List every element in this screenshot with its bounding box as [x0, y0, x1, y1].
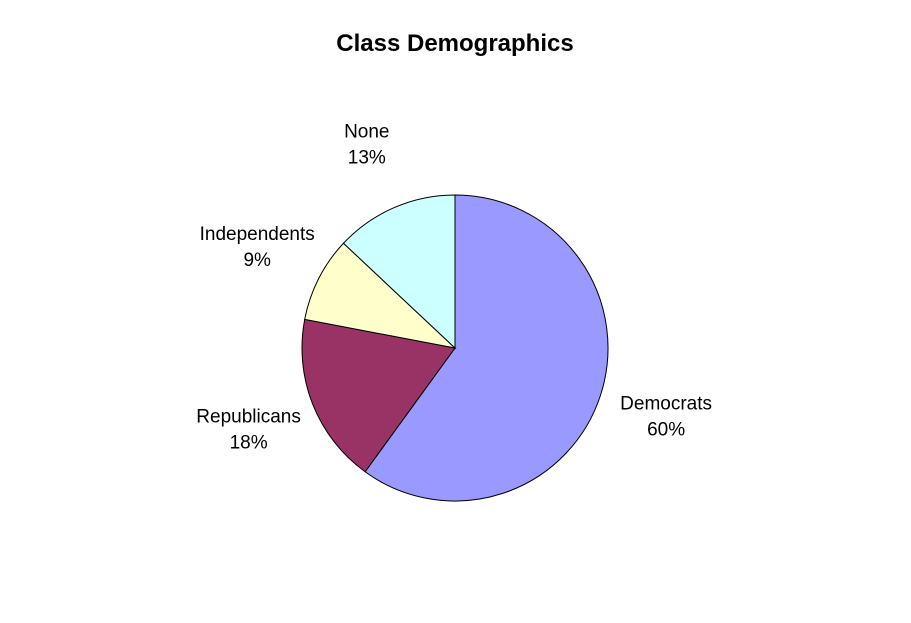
- slice-label-none: None 13%: [344, 121, 389, 168]
- slice-label-percent: 60%: [647, 420, 685, 441]
- chart-title: Class Demographics: [336, 30, 573, 57]
- slice-label-percent: 18%: [230, 433, 268, 454]
- slice-label-democrats: Democrats 60%: [620, 394, 712, 441]
- slice-label-percent: 9%: [243, 250, 271, 271]
- slice-label-name: Republicans: [196, 407, 301, 428]
- pie-slice-republicans: [301, 318, 456, 473]
- slice-label-percent: 13%: [348, 147, 386, 168]
- pie-slices: [301, 194, 609, 502]
- slice-label-name: Independents: [200, 224, 315, 245]
- slice-label-name: None: [344, 121, 389, 142]
- pie-slice-democrats: [364, 194, 609, 502]
- pie-slice-none: [342, 194, 456, 350]
- slice-label-name: Democrats: [620, 394, 712, 415]
- slice-labels: Democrats 60% Republicans 18% Independents 9%…: [196, 121, 712, 453]
- slice-label-republicans: Republicans 18%: [196, 407, 301, 454]
- slice-label-independents: Independents 9%: [200, 224, 315, 271]
- pie-slice-independents: [304, 242, 457, 349]
